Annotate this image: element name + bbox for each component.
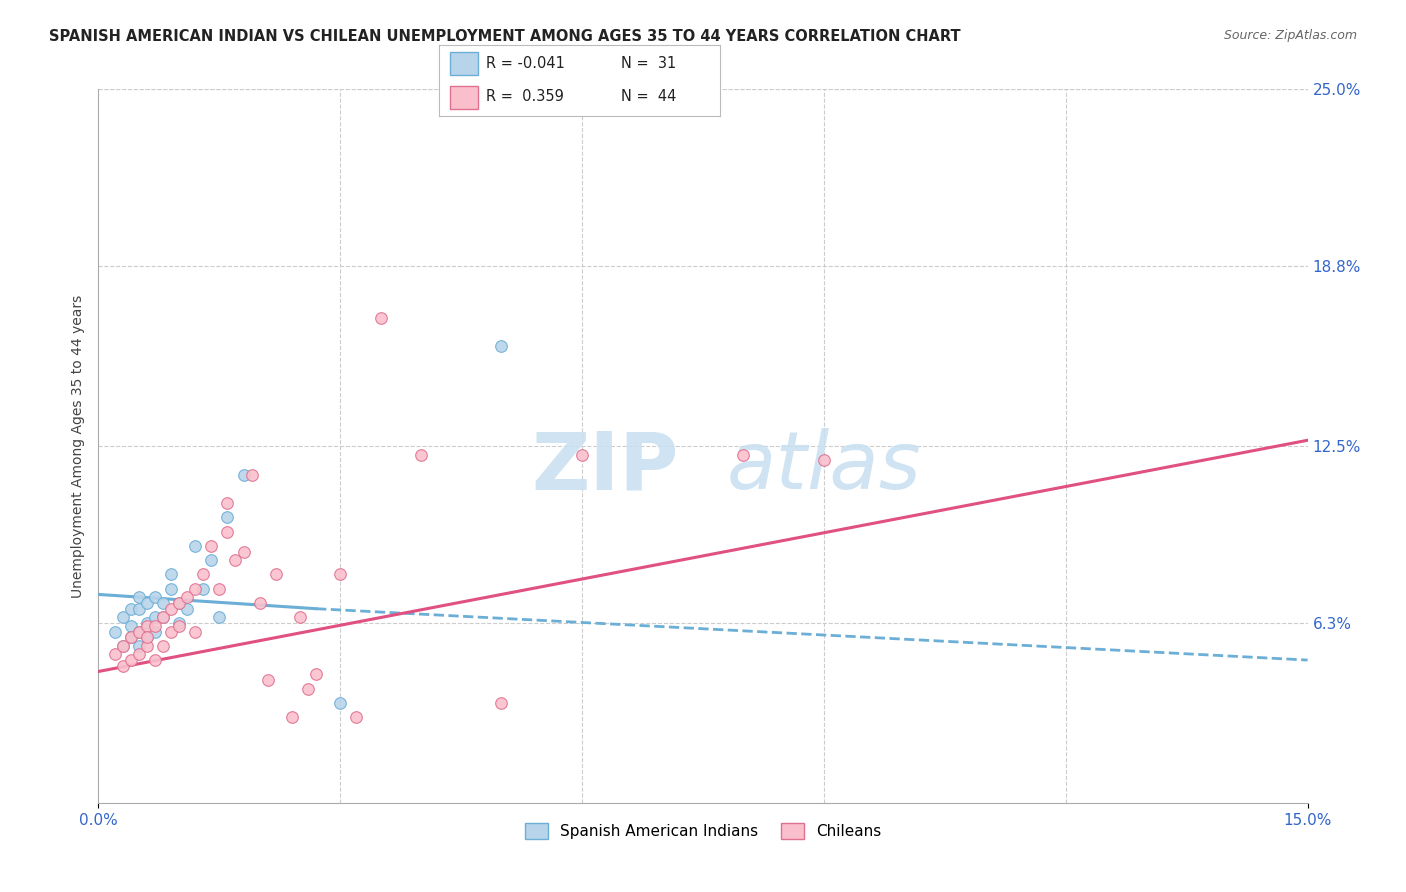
Point — [128, 591, 150, 605]
Point — [143, 653, 166, 667]
Point — [143, 610, 166, 624]
Point — [491, 339, 513, 353]
Text: Source: ZipAtlas.com: Source: ZipAtlas.com — [1223, 29, 1357, 42]
Point — [305, 667, 328, 681]
Point — [249, 596, 271, 610]
Point — [160, 582, 183, 596]
Point — [135, 639, 157, 653]
Point — [135, 630, 157, 644]
Point — [733, 448, 755, 462]
Point — [111, 658, 134, 673]
Point — [143, 624, 166, 639]
Point — [281, 710, 304, 724]
Point — [135, 630, 157, 644]
Point — [288, 610, 311, 624]
Point — [152, 610, 174, 624]
Point — [128, 624, 150, 639]
Point — [217, 496, 239, 510]
Text: atlas: atlas — [727, 428, 922, 507]
Point — [128, 601, 150, 615]
Point — [135, 615, 157, 630]
Point — [224, 553, 246, 567]
Point — [152, 610, 174, 624]
Point — [232, 467, 254, 482]
Legend: Spanish American Indians, Chileans: Spanish American Indians, Chileans — [519, 817, 887, 845]
Point — [120, 630, 142, 644]
Point — [184, 539, 207, 553]
Point — [409, 448, 432, 462]
Point — [128, 639, 150, 653]
Point — [167, 596, 190, 610]
Point — [160, 624, 183, 639]
Point — [571, 448, 593, 462]
Point — [128, 624, 150, 639]
Point — [184, 582, 207, 596]
Point — [491, 696, 513, 710]
Point — [128, 648, 150, 662]
Text: R = -0.041: R = -0.041 — [486, 55, 565, 70]
Point — [217, 524, 239, 539]
Point — [208, 610, 231, 624]
Point — [193, 582, 215, 596]
Point — [120, 630, 142, 644]
Point — [143, 619, 166, 633]
Point — [135, 619, 157, 633]
Point — [160, 567, 183, 582]
Point — [176, 601, 198, 615]
Point — [143, 591, 166, 605]
Point — [167, 615, 190, 630]
Text: R =  0.359: R = 0.359 — [486, 89, 564, 104]
Point — [370, 310, 392, 325]
Point — [344, 710, 367, 724]
Point — [329, 567, 352, 582]
Point — [256, 673, 278, 687]
Text: N =  31: N = 31 — [621, 55, 676, 70]
Text: ZIP: ZIP — [531, 428, 679, 507]
Y-axis label: Unemployment Among Ages 35 to 44 years: Unemployment Among Ages 35 to 44 years — [70, 294, 84, 598]
Point — [103, 648, 125, 662]
Point — [208, 582, 231, 596]
Point — [217, 510, 239, 524]
Point — [200, 553, 222, 567]
Point — [111, 639, 134, 653]
Point — [264, 567, 287, 582]
Point — [152, 596, 174, 610]
Point — [813, 453, 835, 467]
Point — [184, 624, 207, 639]
FancyBboxPatch shape — [450, 52, 478, 75]
FancyBboxPatch shape — [450, 86, 478, 109]
Point — [297, 681, 319, 696]
Point — [103, 624, 125, 639]
Point — [176, 591, 198, 605]
Point — [111, 610, 134, 624]
Point — [111, 639, 134, 653]
Point — [120, 653, 142, 667]
Point — [200, 539, 222, 553]
Text: SPANISH AMERICAN INDIAN VS CHILEAN UNEMPLOYMENT AMONG AGES 35 TO 44 YEARS CORREL: SPANISH AMERICAN INDIAN VS CHILEAN UNEMP… — [49, 29, 960, 44]
Point — [329, 696, 352, 710]
Point — [152, 639, 174, 653]
Point — [160, 601, 183, 615]
Point — [193, 567, 215, 582]
Text: N =  44: N = 44 — [621, 89, 676, 104]
Point — [120, 601, 142, 615]
Point — [232, 544, 254, 558]
Point — [135, 596, 157, 610]
Point — [167, 619, 190, 633]
Point — [120, 619, 142, 633]
Point — [240, 467, 263, 482]
Point — [167, 596, 190, 610]
